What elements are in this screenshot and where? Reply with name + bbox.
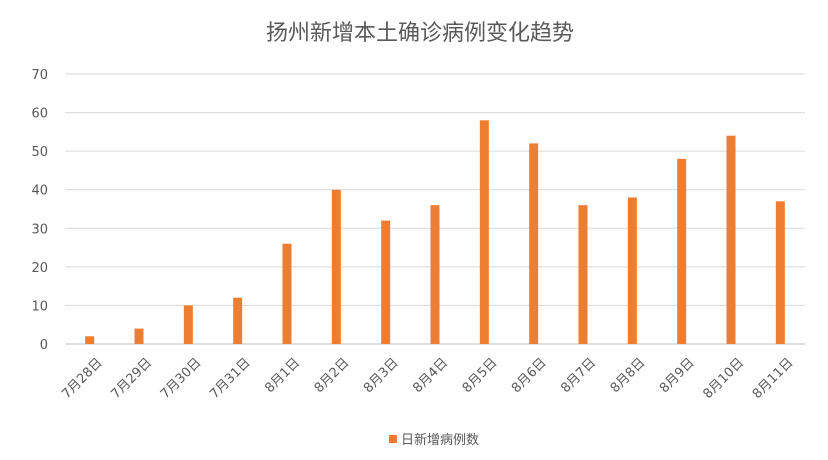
bar [578, 205, 588, 344]
x-category-label: 8月3日 [361, 355, 402, 396]
bar [381, 220, 391, 344]
bar [775, 201, 785, 344]
x-category-label: 8月5日 [460, 355, 501, 396]
bar [430, 205, 440, 344]
bar [677, 158, 687, 344]
bar [627, 197, 637, 344]
y-tick-label: 0 [40, 338, 48, 353]
x-category-label: 7月30日 [158, 355, 205, 402]
bar [183, 305, 193, 344]
x-category-label: 8月6日 [509, 355, 550, 396]
bar [134, 328, 144, 344]
x-category-label: 7月31日 [207, 355, 254, 402]
x-axis-category-labels: 7月28日 7月29日 7月30日 7月31日 8月1日 8月2日 8月3日 8月4日 8月5日… [59, 355, 796, 402]
y-tick-label: 50 [31, 145, 48, 160]
x-category-label: 8月11日 [750, 355, 797, 402]
y-tick-label: 70 [31, 68, 48, 83]
bar [282, 243, 292, 344]
x-category-label: 8月2日 [312, 355, 353, 396]
y-axis-tick-labels: 0 10 20 30 40 50 60 70 [31, 68, 48, 353]
y-tick-label: 10 [31, 299, 48, 314]
bar [233, 297, 243, 344]
bar [85, 336, 95, 344]
chart-title: 扬州新增本土确诊病例变化趋势 [266, 21, 574, 46]
x-category-label: 8月4日 [410, 355, 451, 396]
x-category-label: 7月28日 [59, 355, 106, 402]
bar [331, 189, 341, 344]
y-tick-label: 40 [31, 184, 48, 199]
x-category-label: 8月1日 [262, 355, 303, 396]
legend: 日新增病例数 [389, 432, 479, 448]
x-category-label: 8月7日 [558, 355, 599, 396]
y-tick-label: 20 [31, 261, 48, 276]
x-category-label: 8月9日 [657, 355, 698, 396]
legend-label: 日新增病例数 [401, 432, 479, 448]
bar [529, 143, 539, 344]
bar [726, 135, 736, 344]
x-category-label: 7月29日 [109, 355, 156, 402]
x-category-label: 8月10日 [701, 355, 748, 402]
legend-swatch [389, 435, 397, 443]
y-tick-label: 60 [31, 107, 48, 122]
x-category-label: 8月8日 [608, 355, 649, 396]
bars [85, 120, 785, 345]
bar [479, 120, 489, 345]
y-tick-label: 30 [31, 222, 48, 237]
